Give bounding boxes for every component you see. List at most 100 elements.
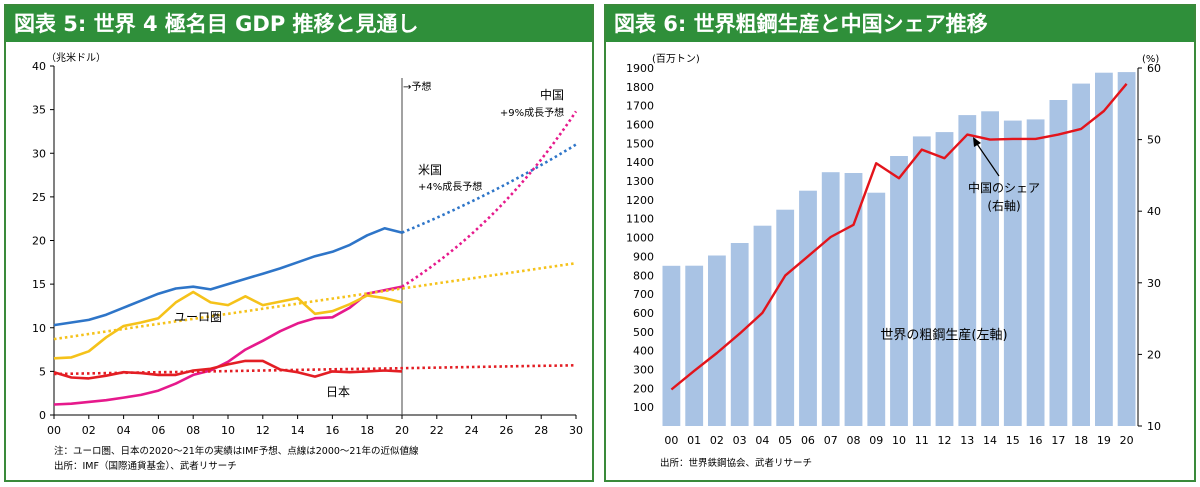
y-right-tick-label: 40: [1147, 205, 1161, 218]
y-left-tick-label: 100: [633, 401, 654, 414]
x-tick-label: 18: [1074, 434, 1088, 447]
y-left-tick-label: 1900: [626, 62, 654, 75]
y-left-tick-label: 1200: [626, 194, 654, 207]
series-label-euro: ユーロ圏: [174, 310, 222, 324]
steel-bar: [935, 132, 954, 426]
steel-bar: [799, 190, 817, 426]
chart-source: 出所：世界鉄鋼協会、武者リサーチ: [660, 457, 812, 469]
x-tick-label: 00: [47, 424, 61, 437]
steel-bar: [890, 156, 908, 426]
y-tick-label: 30: [32, 147, 46, 160]
x-tick-label: 11: [915, 434, 929, 447]
y-left-tick-label: 300: [633, 363, 654, 376]
x-tick-label: 20: [395, 424, 409, 437]
y-left-tick-label: 900: [633, 250, 654, 263]
series-note-us: +4%成長予想: [418, 180, 482, 193]
x-tick-label: 07: [824, 434, 838, 447]
x-tick-label: 12: [938, 434, 952, 447]
y-tick-label: 20: [32, 235, 46, 248]
y-right-tick-label: 60: [1147, 62, 1161, 75]
series-projection-us: [401, 143, 577, 234]
x-tick-label: 20: [1120, 434, 1134, 447]
x-tick-label: 00: [664, 434, 678, 447]
y-tick-label: 25: [32, 191, 46, 204]
series-projection-euro: [53, 261, 577, 341]
y-left-tick-label: 1800: [626, 81, 654, 94]
series-line-us: [53, 227, 403, 327]
series-line-euro: [53, 290, 403, 360]
x-tick-label: 15: [1006, 434, 1020, 447]
steel-bar: [753, 225, 772, 426]
x-tick-label: 24: [465, 424, 479, 437]
x-tick-label: 10: [892, 434, 906, 447]
share-annotation-arrowhead: [973, 137, 981, 147]
gdp-chart-title: 図表 5: 世界 4 極名目 GDP 推移と見通し: [6, 6, 592, 42]
x-tick-label: 26: [499, 424, 513, 437]
forecast-marker-label: →予想: [403, 80, 431, 93]
x-tick-label: 08: [186, 424, 200, 437]
y-left-tick-label: 1100: [626, 213, 654, 226]
x-tick-label: 18: [360, 424, 374, 437]
y-left-tick-label: 1500: [626, 137, 654, 150]
steel-bar: [981, 111, 999, 427]
y-left-tick-label: 600: [633, 307, 654, 320]
x-tick-label: 13: [960, 434, 974, 447]
chart-source: 出所：IMF（国際通貨基金）、武者リサーチ: [54, 460, 237, 472]
steel-chart-title: 図表 6: 世界粗鋼生産と中国シェア推移: [606, 6, 1194, 42]
x-tick-label: 14: [983, 434, 997, 447]
steel-bar: [958, 115, 977, 426]
series-projection-china: [401, 110, 578, 288]
y-left-tick-label: 400: [633, 345, 654, 358]
x-tick-label: 30: [569, 424, 583, 437]
steel-bar: [1117, 72, 1136, 426]
y-left-tick-label: 1600: [626, 119, 654, 132]
steel-bar: [1072, 83, 1090, 426]
y-tick-label: 15: [32, 278, 46, 291]
share-series-label: 中国のシェア: [968, 180, 1040, 195]
y-left-tick-label: 1000: [626, 232, 654, 245]
x-tick-label: 09: [869, 434, 883, 447]
x-tick-label: 14: [291, 424, 305, 437]
share-axis-note: (右軸): [987, 198, 1020, 213]
series-label-us: 米国: [418, 163, 442, 177]
steel-bar: [912, 136, 931, 426]
x-tick-label: 02: [710, 434, 724, 447]
bar-series-label: 世界の粗鋼生産(左軸): [880, 327, 1007, 343]
x-tick-label: 19: [1097, 434, 1111, 447]
y-left-tick-label: 1700: [626, 100, 654, 113]
y-right-unit-label: (%): [1142, 54, 1159, 65]
steel-bar: [867, 192, 886, 426]
x-tick-label: 17: [1051, 434, 1065, 447]
y-right-tick-label: 30: [1147, 277, 1161, 290]
steel-bar: [685, 265, 704, 426]
y-left-unit-label: (百万トン): [652, 53, 700, 65]
china-share-line: [670, 83, 1128, 391]
x-tick-label: 12: [256, 424, 270, 437]
x-tick-label: 04: [755, 434, 769, 447]
y-axis-unit-label: （兆米ドル）: [46, 51, 106, 64]
series-note-china: +9%成長予想: [500, 106, 564, 119]
y-left-tick-label: 500: [633, 326, 654, 339]
y-left-tick-label: 200: [633, 382, 654, 395]
steel-bar: [821, 172, 840, 426]
series-line-japan: [53, 359, 403, 380]
y-right-tick-label: 20: [1147, 348, 1161, 361]
x-tick-label: 16: [1029, 434, 1043, 447]
y-left-tick-label: 1400: [626, 156, 654, 169]
x-tick-label: 06: [151, 424, 165, 437]
gdp-chart-panel: 図表 5: 世界 4 極名目 GDP 推移と見通し （兆米ドル） 0 5 10 15 20…: [4, 4, 594, 482]
steel-bar: [662, 265, 681, 426]
x-tick-label: 05: [778, 434, 792, 447]
y-tick-label: 0: [39, 409, 46, 422]
x-tick-label: 01: [687, 434, 701, 447]
steel-bar: [1095, 72, 1113, 426]
steel-bar: [844, 173, 863, 426]
steel-chart-svg: (百万トン) (%)1002003004005006007008009001000…: [626, 53, 1161, 469]
steel-chart-panel: 図表 6: 世界粗鋼生産と中国シェア推移 (百万トン) (%) 100 200 300 4…: [604, 4, 1196, 482]
steel-bar: [1026, 119, 1045, 427]
series-label-china: 中国: [540, 87, 564, 102]
x-tick-label: 03: [733, 434, 747, 447]
x-tick-label: 22: [430, 424, 444, 437]
x-tick-label: 10: [221, 424, 235, 437]
gdp-chart-svg: （兆米ドル） 0 5 10 15 20 25 30 35 40 00 02 04 06 08 10 12 14 16…: [32, 51, 583, 472]
